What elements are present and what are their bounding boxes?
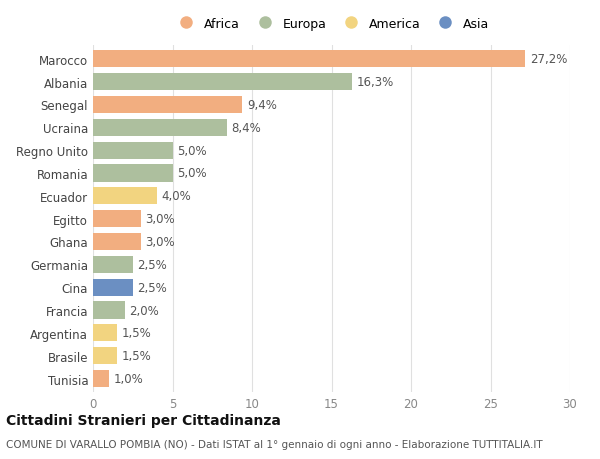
Bar [93,188,157,205]
Text: 2,5%: 2,5% [137,258,167,271]
Text: Cittadini Stranieri per Cittadinanza: Cittadini Stranieri per Cittadinanza [6,414,281,428]
Text: 2,5%: 2,5% [137,281,167,294]
Bar [93,142,173,159]
Text: 27,2%: 27,2% [530,53,568,66]
Legend: Africa, Europa, America, Asia: Africa, Europa, America, Asia [174,17,489,30]
Bar [93,74,352,91]
Bar [93,234,140,251]
Text: 16,3%: 16,3% [357,76,394,89]
Text: COMUNE DI VARALLO POMBIA (NO) - Dati ISTAT al 1° gennaio di ogni anno - Elaboraz: COMUNE DI VARALLO POMBIA (NO) - Dati IST… [6,440,542,449]
Text: 2,0%: 2,0% [130,304,160,317]
Bar [93,370,109,387]
Bar [93,347,117,364]
Text: 8,4%: 8,4% [232,122,261,134]
Text: 9,4%: 9,4% [247,99,277,112]
Text: 1,5%: 1,5% [122,349,151,363]
Bar [93,302,125,319]
Text: 5,0%: 5,0% [177,144,207,157]
Text: 5,0%: 5,0% [177,167,207,180]
Bar [93,165,173,182]
Bar [93,211,140,228]
Text: 1,0%: 1,0% [113,372,143,385]
Bar [93,279,133,296]
Bar [93,256,133,273]
Bar [93,97,242,114]
Text: 3,0%: 3,0% [145,213,175,226]
Bar [93,325,117,341]
Text: 3,0%: 3,0% [145,235,175,248]
Text: 4,0%: 4,0% [161,190,191,203]
Text: 1,5%: 1,5% [122,327,151,340]
Bar [93,119,227,136]
Bar [93,51,526,68]
